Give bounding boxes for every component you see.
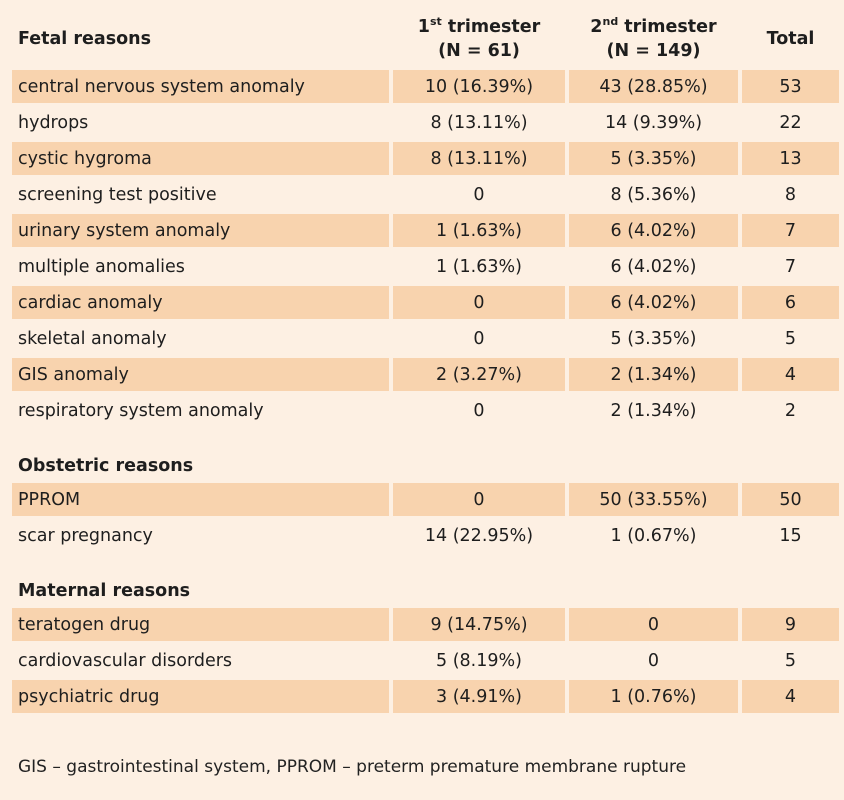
first-trimester-value: 0 <box>473 328 485 349</box>
table-row: GIS anomaly 2 (3.27%) 2 (1.34%) 4 <box>12 358 839 391</box>
header-total: Total <box>766 29 815 49</box>
first-trimester-value: 0 <box>473 400 485 421</box>
total-value: 22 <box>779 112 802 133</box>
row-label: GIS anomaly <box>12 358 389 391</box>
first-trimester-value: 2 (3.27%) <box>393 358 565 391</box>
first-trimester-value: 0 <box>393 286 565 319</box>
header-second-trimester-n: (N = 149) <box>606 41 701 61</box>
second-trimester-value: 0 <box>647 650 660 671</box>
second-trimester-value: 6 (4.02%) <box>569 214 738 247</box>
first-trimester-value: 0 <box>393 483 565 516</box>
second-trimester-value: 1 (0.76%) <box>569 680 738 713</box>
reasons-table: Fetal reasons 1st trimester (N = 61) 2nd… <box>8 8 843 716</box>
second-trimester-value: 8 (5.36%) <box>610 184 697 205</box>
table-row: cystic hygroma 8 (13.11%) 5 (3.35%) 13 <box>12 142 839 175</box>
first-trimester-value: 10 (16.39%) <box>393 70 565 103</box>
table-row: cardiovascular disorders 5 (8.19%) 0 5 <box>12 644 839 677</box>
first-trimester-value: 14 (22.95%) <box>424 525 534 546</box>
header-second-trimester-num: 2 <box>590 17 603 37</box>
first-trimester-value: 8 (13.11%) <box>393 142 565 175</box>
header-first-trimester: 1st trimester (N = 61) <box>393 8 565 70</box>
total-value: 5 <box>784 328 797 349</box>
row-label: scar pregnancy <box>18 525 153 546</box>
header-second-trimester: 2nd trimester (N = 149) <box>569 8 738 70</box>
second-trimester-value: 50 (33.55%) <box>569 483 738 516</box>
first-trimester-value: 1 (1.63%) <box>393 214 565 247</box>
header-first-trimester-word: trimester <box>441 17 541 37</box>
section-title-obstetric: Obstetric reasons <box>18 456 194 476</box>
table-row: urinary system anomaly 1 (1.63%) 6 (4.02%)… <box>12 214 839 247</box>
total-value: 50 <box>742 483 839 516</box>
header-fetal-reasons: Fetal reasons <box>18 29 152 49</box>
table-row: multiple anomalies 1 (1.63%) 6 (4.02%) 7 <box>12 250 839 283</box>
total-value: 9 <box>742 608 839 641</box>
table-header: Fetal reasons 1st trimester (N = 61) 2nd… <box>12 8 839 70</box>
table-footnote: GIS – gastrointestinal system, PPROM – p… <box>18 757 687 777</box>
first-trimester-value: 0 <box>473 184 485 205</box>
table-row: PPROM 0 50 (33.55%) 50 <box>12 483 839 516</box>
second-trimester-value: 43 (28.85%) <box>569 70 738 103</box>
section-title-maternal: Maternal reasons <box>18 581 191 601</box>
header-second-trimester-sup: nd <box>602 15 619 29</box>
total-value: 7 <box>784 256 797 277</box>
row-label: hydrops <box>18 112 89 133</box>
first-trimester-value: 3 (4.91%) <box>393 680 565 713</box>
total-value: 5 <box>784 650 797 671</box>
row-label: urinary system anomaly <box>12 214 389 247</box>
second-trimester-value: 1 (0.67%) <box>610 525 697 546</box>
row-label: PPROM <box>12 483 389 516</box>
second-trimester-value: 5 (3.35%) <box>610 328 697 349</box>
table-row: respiratory system anomaly 0 2 (1.34%) 2 <box>12 394 839 427</box>
row-label: screening test positive <box>18 184 217 205</box>
first-trimester-value: 9 (14.75%) <box>393 608 565 641</box>
row-label: respiratory system anomaly <box>18 400 264 421</box>
header-first-trimester-num: 1 <box>417 17 430 37</box>
total-value: 53 <box>742 70 839 103</box>
total-value: 2 <box>784 400 797 421</box>
table-row: central nervous system anomaly 10 (16.39%… <box>12 70 839 103</box>
second-trimester-value: 0 <box>569 608 738 641</box>
second-trimester-value: 14 (9.39%) <box>604 112 703 133</box>
first-trimester-value: 5 (8.19%) <box>436 650 522 671</box>
first-trimester-value: 8 (13.11%) <box>430 112 528 133</box>
second-trimester-value: 2 (1.34%) <box>569 358 738 391</box>
row-label: skeletal anomaly <box>18 328 167 349</box>
table-row: psychiatric drug 3 (4.91%) 1 (0.76%) 4 <box>12 680 839 713</box>
row-label: cardiovascular disorders <box>18 650 233 671</box>
table-row: scar pregnancy 14 (22.95%) 1 (0.67%) 15 <box>12 519 839 552</box>
total-value: 7 <box>742 214 839 247</box>
total-value: 4 <box>742 680 839 713</box>
total-value: 6 <box>742 286 839 319</box>
table-row: skeletal anomaly 0 5 (3.35%) 5 <box>12 322 839 355</box>
total-value: 4 <box>742 358 839 391</box>
row-label: teratogen drug <box>12 608 389 641</box>
second-trimester-value: 2 (1.34%) <box>610 400 697 421</box>
row-label: multiple anomalies <box>18 256 185 277</box>
second-trimester-value: 5 (3.35%) <box>569 142 738 175</box>
table-row: teratogen drug 9 (14.75%) 0 9 <box>12 608 839 641</box>
header-first-trimester-sup: st <box>429 15 442 29</box>
total-value: 13 <box>742 142 839 175</box>
second-trimester-value: 6 (4.02%) <box>569 286 738 319</box>
second-trimester-value: 6 (4.02%) <box>610 256 697 277</box>
total-value: 8 <box>784 184 797 205</box>
row-label: cardiac anomaly <box>12 286 389 319</box>
table-row: cardiac anomaly 0 6 (4.02%) 6 <box>12 286 839 319</box>
header-first-trimester-n: (N = 61) <box>438 41 520 61</box>
total-value: 15 <box>779 525 802 546</box>
table-row: screening test positive 0 8 (5.36%) 8 <box>12 178 839 211</box>
section-row: Obstetric reasons <box>12 430 839 480</box>
header-second-trimester-word: trimester <box>618 17 717 37</box>
first-trimester-value: 1 (1.63%) <box>436 256 522 277</box>
row-label: cystic hygroma <box>12 142 389 175</box>
section-row: Maternal reasons <box>12 555 839 605</box>
row-label: psychiatric drug <box>12 680 389 713</box>
table-row: hydrops 8 (13.11%) 14 (9.39%) 22 <box>12 106 839 139</box>
row-label: central nervous system anomaly <box>12 70 389 103</box>
